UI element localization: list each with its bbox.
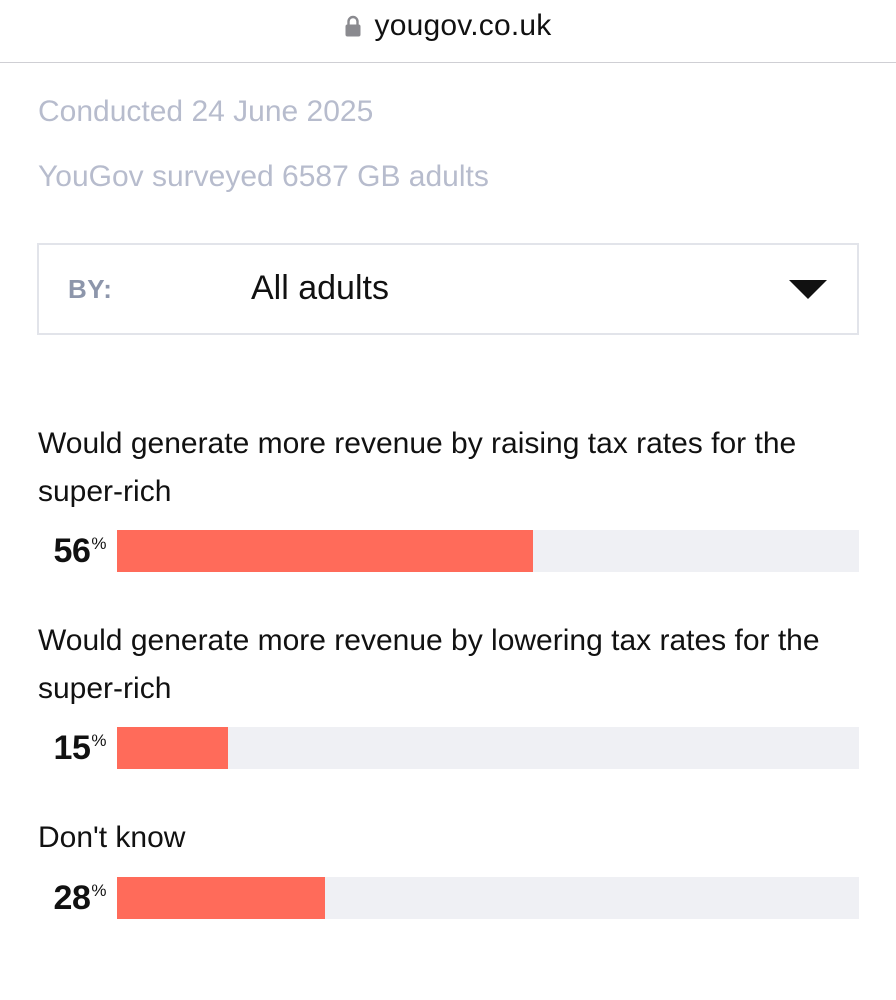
answer-label: Don't know [38,821,186,854]
bar-track [117,530,859,572]
dropdown-selected-value[interactable]: All adults [251,269,389,307]
address-bar[interactable]: yougov.co.uk [0,0,896,63]
address-bar-content[interactable]: yougov.co.uk [345,9,552,43]
url-text[interactable]: yougov.co.uk [374,9,552,42]
bar-fill [117,530,533,572]
answer-label: Would generate more revenue by raising t… [38,427,797,508]
result-bar-row: 15% [0,727,896,770]
dropdown-label: BY: [68,274,113,304]
lock-icon [345,15,361,37]
result-bar-row: 56% [0,530,896,573]
survey-sample: YouGov surveyed 6587 GB adults [38,160,489,193]
percentage-value: 15% [53,729,107,768]
percent-sign: % [91,731,106,750]
bar-track [117,877,859,919]
result-bar-row: 28% [0,877,896,920]
percentage-value: 28% [53,879,107,918]
percent-sign: % [91,534,106,553]
percentage-value: 56% [53,532,107,571]
bar-fill [117,877,325,919]
percentage-number: 56 [53,532,91,570]
bar-track [117,727,859,769]
percent-sign: % [91,881,106,900]
answer-label: Would generate more revenue by lowering … [38,624,820,705]
bar-fill [117,727,229,769]
survey-date: Conducted 24 June 2025 [38,95,374,128]
audience-dropdown[interactable]: BY: All adults [37,243,859,335]
caret-down-icon[interactable] [789,280,827,299]
percentage-number: 15 [53,729,91,767]
percentage-number: 28 [53,879,91,917]
